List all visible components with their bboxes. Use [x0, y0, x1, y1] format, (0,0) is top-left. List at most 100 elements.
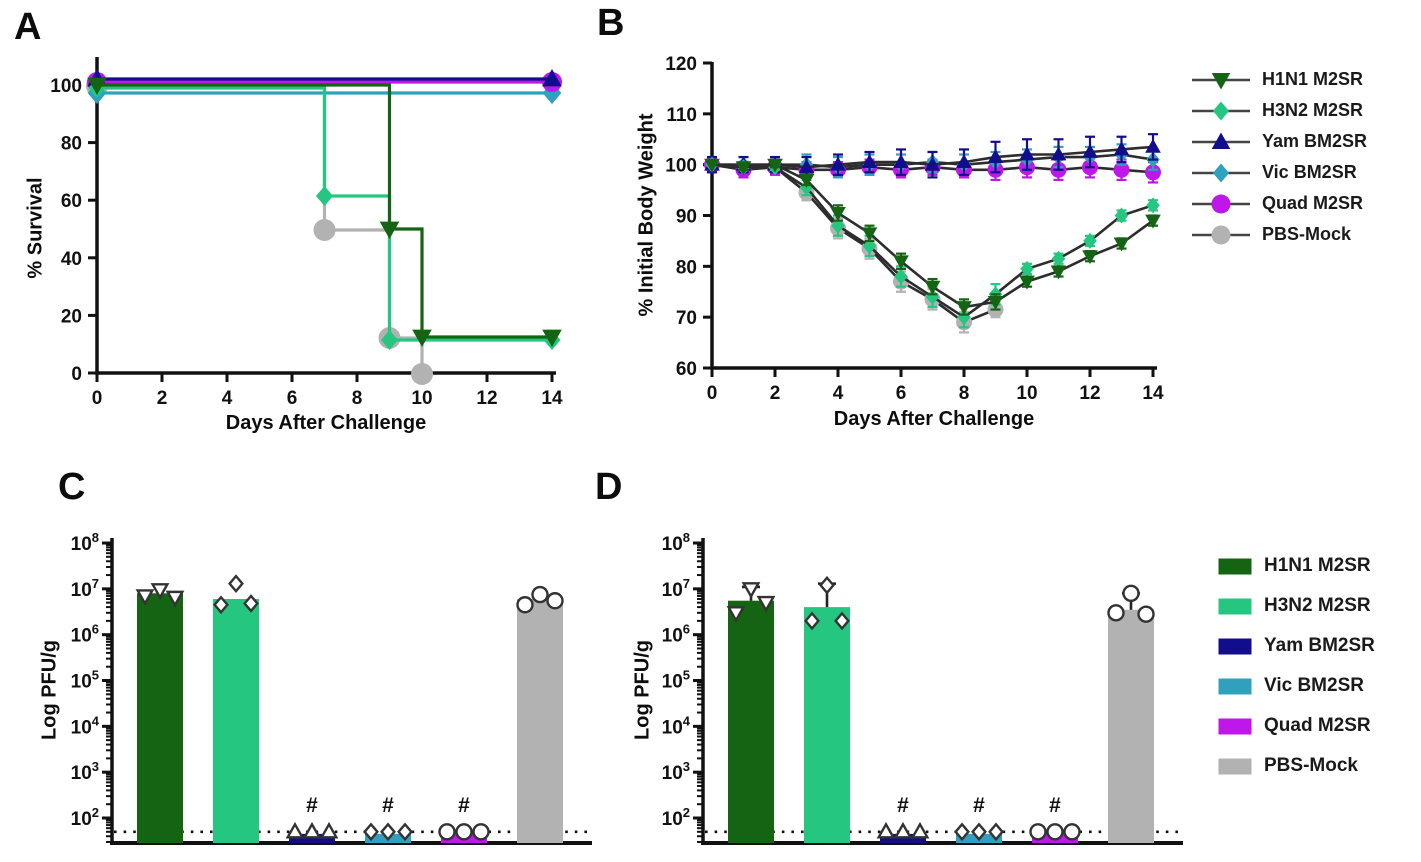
svg-text:107: 107 [71, 576, 99, 601]
svg-text:#: # [458, 794, 470, 817]
quad-circle-icon [1192, 192, 1250, 216]
svg-text:106: 106 [71, 622, 99, 647]
svg-text:60: 60 [61, 191, 82, 212]
svg-text:80: 80 [676, 257, 697, 278]
panel-d-plot: 102 103 104 105 106 107 108 # # # [662, 530, 1183, 845]
svg-text:14: 14 [1142, 383, 1164, 404]
legend-label-yam: Yam BM2SR [1262, 131, 1368, 151]
pbs-circle-icon [1192, 223, 1250, 247]
svg-text:6: 6 [287, 388, 298, 409]
bar-pbs [1108, 609, 1154, 843]
legend-item-quad: Quad M2SR [1218, 706, 1375, 746]
svg-text:102: 102 [71, 805, 99, 830]
legend-label-vic: Vic BM2SR [1262, 162, 1357, 182]
legend-item-pbs: PBS-Mock [1218, 746, 1375, 786]
legend-item-yam: Yam BM2SR [1192, 126, 1367, 157]
svg-text:#: # [1049, 794, 1061, 817]
svg-text:108: 108 [71, 530, 99, 555]
svg-text:2: 2 [157, 388, 168, 409]
svg-text:80: 80 [61, 134, 82, 155]
svg-text:103: 103 [71, 759, 99, 784]
svg-text:6: 6 [896, 383, 907, 404]
svg-text:#: # [382, 794, 394, 817]
panel-c-plot: 102 103 104 105 106 107 108 # # # [71, 530, 592, 845]
svg-text:4: 4 [222, 388, 233, 409]
h1n1-color-chip-icon [1218, 558, 1252, 575]
legend-label-pbs: PBS-Mock [1262, 224, 1352, 244]
quad-color-chip-icon [1218, 718, 1252, 735]
legend-item-yam: Yam BM2SR [1218, 626, 1375, 666]
svg-text:104: 104 [71, 713, 100, 738]
svg-text:0: 0 [707, 383, 718, 404]
svg-text:20: 20 [61, 306, 82, 327]
svg-text:0: 0 [92, 388, 103, 409]
legend-weight-chart: H1N1 M2SR H3N2 M2SR Yam BM2SR Vic BM2SR … [1192, 64, 1367, 250]
panel-c-yaxis-title: Log PFU/g [38, 640, 61, 740]
legend-item-h1n1: H1N1 M2SR [1192, 64, 1367, 95]
svg-text:#: # [973, 794, 985, 817]
panel-b-plot: 60 70 80 90 100 110 120 0 2 4 6 8 10 12 14 [665, 54, 1164, 404]
svg-text:105: 105 [662, 668, 690, 693]
legend-label-quad: Quad M2SR [1262, 193, 1364, 213]
h3n2-color-chip-icon [1218, 598, 1252, 615]
bar-h3n2 [804, 607, 850, 843]
svg-text:10: 10 [411, 388, 432, 409]
panel-d-yaxis-title: Log PFU/g [631, 640, 654, 740]
svg-text:120: 120 [665, 54, 697, 75]
panel-d-letter: D [595, 466, 623, 508]
legend-item-vic: Vic BM2SR [1218, 666, 1375, 706]
svg-text:8: 8 [959, 383, 970, 404]
svg-text:14: 14 [541, 388, 563, 409]
legend-label-h3n2: H3N2 M2SR [1264, 595, 1371, 616]
panel-b-yaxis-title: % Initial Body Weight [635, 113, 658, 317]
svg-text:105: 105 [71, 668, 99, 693]
legend-label-h3n2: H3N2 M2SR [1262, 100, 1364, 120]
svg-text:2: 2 [770, 383, 781, 404]
svg-text:108: 108 [662, 530, 690, 555]
legend-item-h3n2: H3N2 M2SR [1218, 586, 1375, 626]
bar-h1n1 [137, 593, 183, 843]
legend-label-vic: Vic BM2SR [1264, 675, 1364, 696]
legend-item-h1n1: H1N1 M2SR [1218, 546, 1375, 586]
svg-text:104: 104 [662, 713, 691, 738]
svg-text:4: 4 [833, 383, 844, 404]
svg-text:#: # [306, 794, 318, 817]
svg-text:70: 70 [676, 308, 697, 329]
bar-h3n2 [213, 599, 259, 843]
svg-text:40: 40 [61, 249, 82, 270]
panel-a-yaxis-title: % Survival [24, 177, 47, 279]
h3n2-diamond-icon [1192, 99, 1250, 123]
svg-text:100: 100 [665, 156, 697, 177]
yam-triangle-up-icon [1192, 130, 1250, 154]
panel-a-plot: 0 20 40 60 80 100 0 2 4 6 8 10 12 14 [50, 57, 563, 409]
legend-item-quad: Quad M2SR [1192, 188, 1367, 219]
svg-text:8: 8 [352, 388, 363, 409]
panel-a-xaxis-title: Days After Challenge [225, 412, 427, 434]
legend-item-pbs: PBS-Mock [1192, 219, 1367, 250]
pbs-color-chip-icon [1218, 758, 1252, 775]
svg-text:12: 12 [476, 388, 497, 409]
svg-text:102: 102 [662, 805, 690, 830]
legend-label-pbs: PBS-Mock [1264, 755, 1358, 776]
h1n1-triangle-down-icon [1192, 68, 1250, 92]
panel-c-letter: C [58, 466, 86, 508]
legend-label-h1n1: H1N1 M2SR [1262, 69, 1364, 89]
svg-text:90: 90 [676, 207, 697, 228]
vic-diamond-icon [1192, 161, 1250, 185]
panel-b-letter: B [597, 2, 625, 44]
legend-label-h1n1: H1N1 M2SR [1264, 555, 1371, 576]
svg-text:60: 60 [676, 359, 697, 380]
vic-color-chip-icon [1218, 678, 1252, 695]
svg-text:#: # [897, 794, 909, 817]
svg-text:100: 100 [50, 76, 82, 97]
legend-bar-charts: H1N1 M2SR H3N2 M2SR Yam BM2SR Vic BM2SR … [1218, 546, 1375, 786]
svg-text:10: 10 [1016, 383, 1037, 404]
bar-pbs [517, 599, 563, 843]
svg-text:0: 0 [71, 364, 82, 385]
panel-b-xaxis-title: Days After Challenge [833, 408, 1035, 430]
svg-text:106: 106 [662, 622, 690, 647]
legend-item-vic: Vic BM2SR [1192, 157, 1367, 188]
svg-text:107: 107 [662, 576, 690, 601]
